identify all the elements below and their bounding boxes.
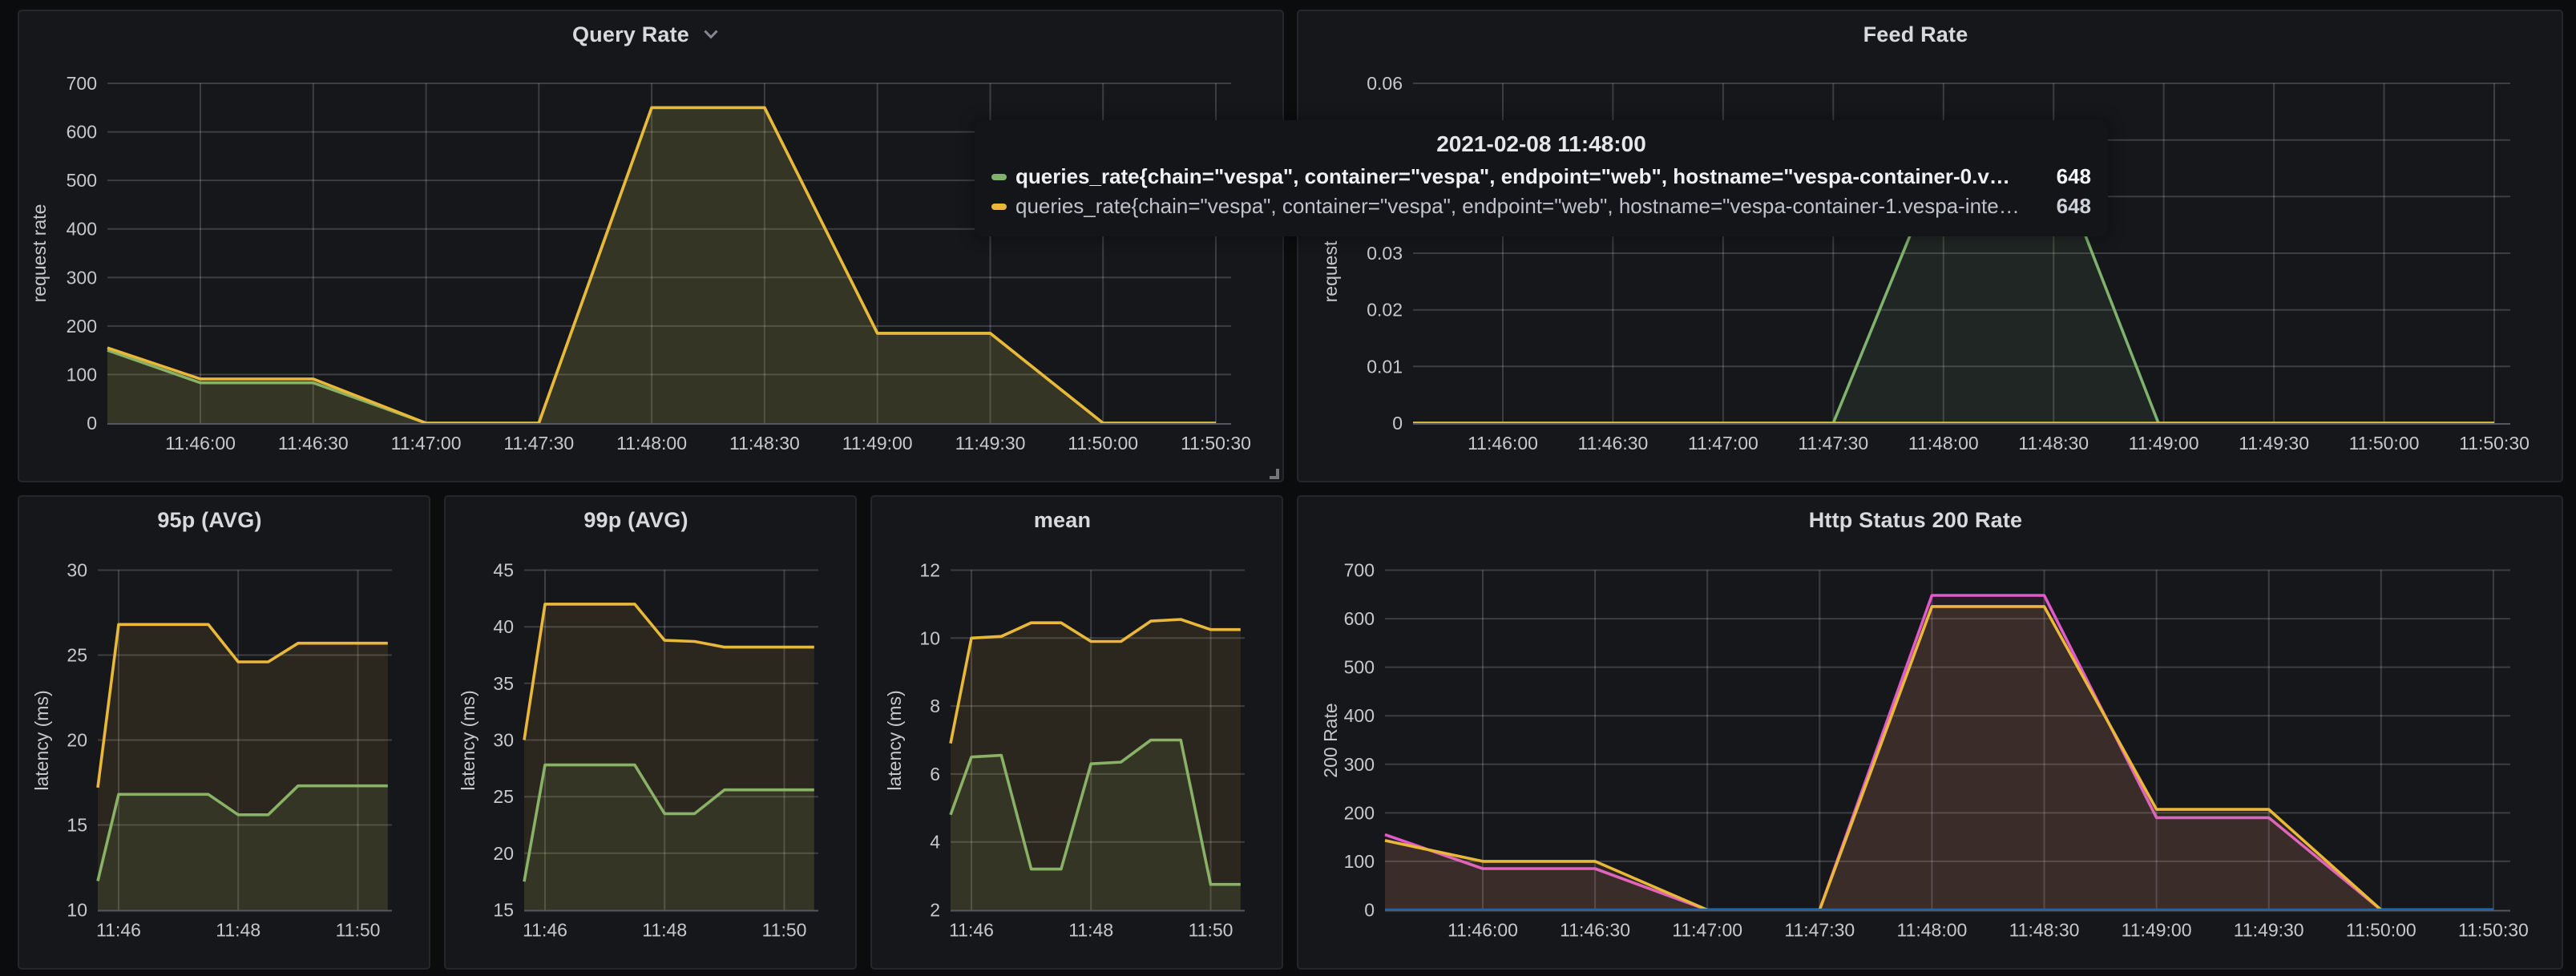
svg-text:2: 2 [930,900,940,921]
svg-text:100: 100 [67,364,97,385]
svg-text:latency (ms): latency (ms) [458,690,478,790]
svg-text:11:50: 11:50 [336,920,381,941]
svg-text:11:46: 11:46 [523,920,567,941]
svg-text:8: 8 [930,696,940,716]
svg-text:11:48:00: 11:48:00 [616,433,687,454]
svg-text:11:47:00: 11:47:00 [1672,920,1742,941]
svg-text:15: 15 [493,900,514,921]
svg-text:40: 40 [493,616,514,637]
svg-text:11:49:30: 11:49:30 [955,433,1026,454]
svg-text:11:47:30: 11:47:30 [1798,433,1868,454]
svg-text:11:48: 11:48 [216,920,260,941]
svg-text:request rate: request rate [29,204,50,303]
svg-text:11:46:30: 11:46:30 [278,433,349,454]
svg-text:30: 30 [67,560,87,581]
svg-text:10: 10 [67,900,87,921]
svg-text:11:47:00: 11:47:00 [1688,433,1758,454]
svg-text:11:47:00: 11:47:00 [391,433,462,454]
svg-text:0.06: 0.06 [1367,73,1403,94]
svg-text:11:49:30: 11:49:30 [2234,920,2304,941]
svg-text:11:50:00: 11:50:00 [2349,433,2420,454]
svg-text:0: 0 [1392,413,1403,434]
svg-text:500: 500 [1344,657,1375,678]
svg-text:600: 600 [1344,608,1375,629]
svg-text:11:46:00: 11:46:00 [1468,433,1538,454]
svg-text:25: 25 [67,645,87,666]
svg-text:11:48:30: 11:48:30 [729,433,800,454]
svg-text:11:50:30: 11:50:30 [1181,433,1251,454]
svg-text:4: 4 [930,832,940,853]
svg-text:600: 600 [67,122,97,143]
svg-text:11:47:30: 11:47:30 [1784,920,1855,941]
svg-text:12: 12 [919,560,940,581]
svg-text:300: 300 [67,267,97,288]
svg-text:400: 400 [1344,705,1375,726]
svg-text:latency (ms): latency (ms) [884,690,905,790]
svg-text:11:48:00: 11:48:00 [1896,920,1967,941]
svg-text:0.01: 0.01 [1367,356,1403,377]
svg-text:0: 0 [1364,900,1375,921]
svg-text:11:46: 11:46 [949,920,994,941]
svg-text:11:46:00: 11:46:00 [1447,920,1518,941]
svg-text:10: 10 [919,627,940,648]
svg-text:400: 400 [67,219,97,240]
svg-text:11:50: 11:50 [1189,920,1233,941]
svg-text:0.02: 0.02 [1367,300,1403,321]
svg-text:25: 25 [493,786,514,807]
svg-text:11:49:00: 11:49:00 [2122,920,2192,941]
svg-text:200: 200 [1344,802,1375,823]
svg-text:latency (ms): latency (ms) [31,690,52,790]
svg-text:30: 30 [493,730,514,751]
svg-text:300: 300 [1344,754,1375,775]
svg-text:100: 100 [1344,851,1375,872]
svg-text:500: 500 [67,170,97,191]
svg-text:700: 700 [67,73,97,94]
svg-text:700: 700 [1344,560,1375,581]
svg-text:11:46:30: 11:46:30 [1577,433,1648,454]
svg-text:11:48:30: 11:48:30 [2009,920,2080,941]
svg-text:11:49:30: 11:49:30 [2239,433,2309,454]
svg-text:11:46:00: 11:46:00 [165,433,236,454]
svg-text:11:48: 11:48 [1068,920,1113,941]
svg-text:11:48:00: 11:48:00 [1908,433,1979,454]
svg-text:20: 20 [493,843,514,864]
svg-text:200: 200 [67,316,97,337]
svg-text:11:46: 11:46 [96,920,141,941]
svg-text:35: 35 [493,673,514,694]
svg-text:11:50:30: 11:50:30 [2459,433,2530,454]
svg-text:11:50:00: 11:50:00 [1068,433,1138,454]
svg-text:11:49:00: 11:49:00 [842,433,913,454]
svg-text:200 Rate: 200 Rate [1320,703,1341,777]
svg-text:45: 45 [493,560,514,581]
svg-text:11:48: 11:48 [642,920,687,941]
svg-text:11:50:00: 11:50:00 [2346,920,2417,941]
svg-text:11:50:30: 11:50:30 [2458,920,2529,941]
svg-text:0: 0 [87,413,97,434]
svg-text:15: 15 [67,815,87,836]
svg-text:11:50: 11:50 [762,920,807,941]
svg-text:0.03: 0.03 [1367,243,1403,264]
svg-text:11:48:30: 11:48:30 [2018,433,2089,454]
svg-text:11:46:30: 11:46:30 [1560,920,1630,941]
svg-text:20: 20 [67,730,87,751]
svg-text:6: 6 [930,764,940,784]
svg-text:11:47:30: 11:47:30 [503,433,574,454]
svg-text:11:49:00: 11:49:00 [2129,433,2199,454]
